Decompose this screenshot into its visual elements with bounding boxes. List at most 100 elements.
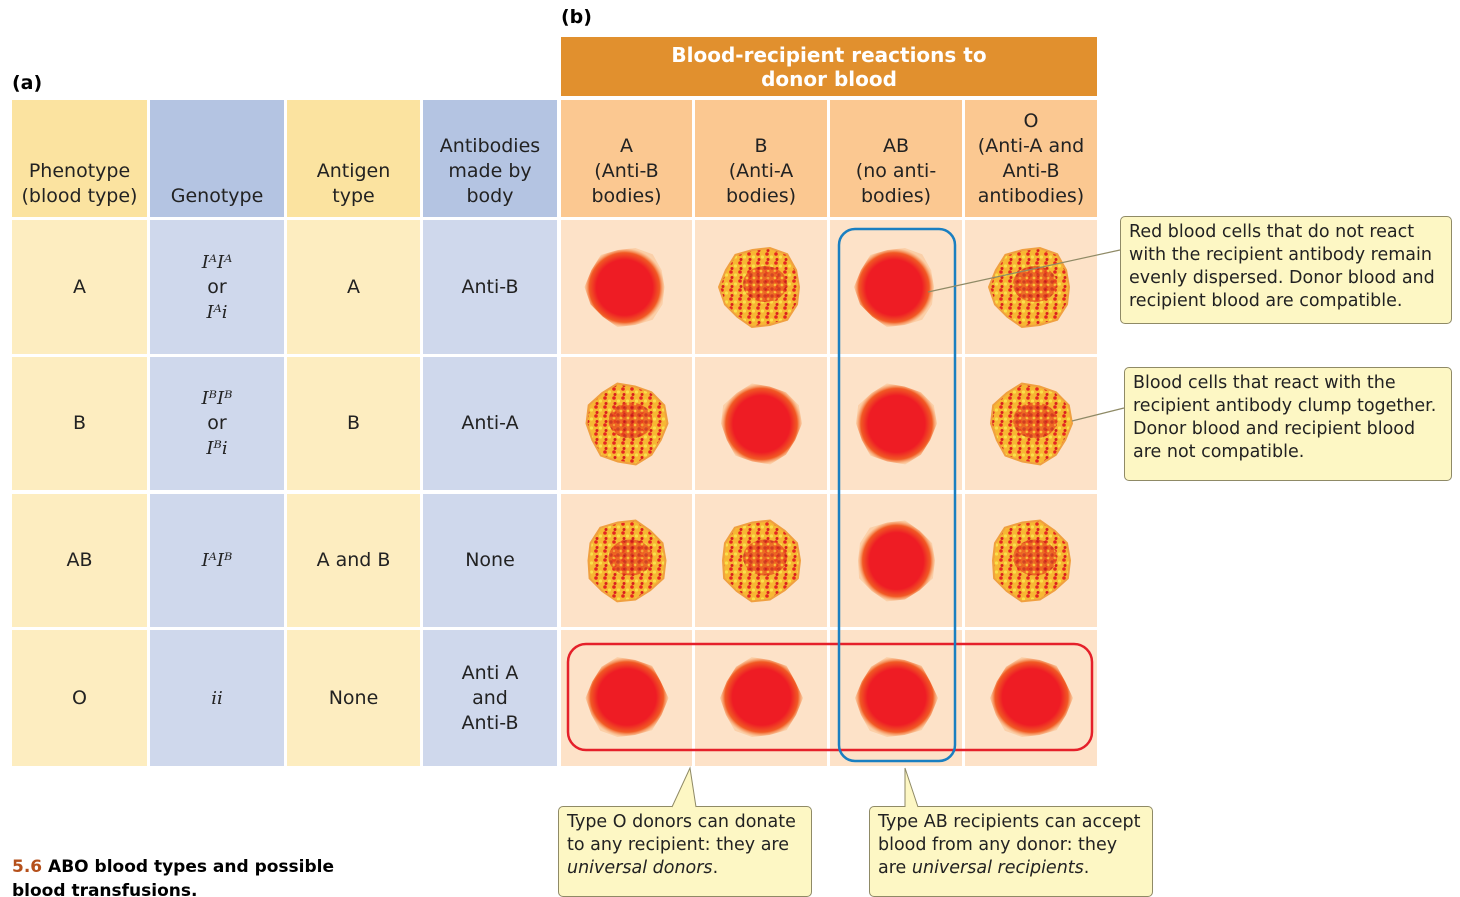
clump-core <box>608 539 653 576</box>
antigen: A <box>347 275 360 298</box>
text-line: bodies) <box>591 185 662 207</box>
text-line: or <box>207 412 227 434</box>
text-line: Antibodies <box>439 135 541 157</box>
text-line: B <box>754 135 768 157</box>
clump-core <box>608 402 653 439</box>
dispersed-cells <box>584 248 665 327</box>
text-line: None <box>465 549 515 571</box>
callout-end: . <box>1083 858 1090 878</box>
text-line: Anti-B <box>461 275 519 298</box>
antigen: A and B <box>316 549 391 571</box>
panel-label: (a) <box>12 72 43 94</box>
pointer <box>927 249 1121 293</box>
table-cell: A (Anti-B bodies) <box>561 100 692 217</box>
callout: Blood cells that react with the recipien… <box>1124 367 1452 481</box>
highlight-row <box>566 642 1094 752</box>
table-cell: Antibodies made by body <box>423 100 557 217</box>
text-line: Blood-recipient reactions to <box>671 42 987 67</box>
text-line: Antigen <box>316 160 391 182</box>
text-line: Anti-B <box>1002 160 1060 182</box>
table-cell: AB <box>12 494 147 627</box>
panel-label: (b) <box>561 6 592 28</box>
text-line: Genotype <box>170 185 264 207</box>
pointer <box>904 767 919 808</box>
callout: Type AB recipients can accept blood from… <box>869 806 1153 897</box>
dispersed-cells <box>856 383 937 465</box>
callout-end: . <box>712 858 719 878</box>
callout-text: Type O donors can donate to any recipien… <box>567 812 796 855</box>
antigen: B <box>346 412 361 434</box>
text-line: body <box>466 185 514 207</box>
text-line: A <box>620 135 633 157</box>
text-line: ii <box>211 687 223 709</box>
text-line: (Anti-B <box>594 160 659 182</box>
callout-text: Type AB recipients can accept blood from… <box>878 812 1141 878</box>
text-line: (Anti-A <box>728 160 794 182</box>
text-line: made by <box>448 160 532 182</box>
dispersed-cells <box>855 657 938 737</box>
phenotype: AB <box>66 549 93 571</box>
text-line: Anti-B <box>461 711 519 734</box>
text-line: bodies) <box>860 185 932 207</box>
table-cell: None <box>423 494 557 627</box>
highlight-column <box>837 227 957 763</box>
dispersed-cells <box>585 657 669 737</box>
table-cell: IᴬIᴮ <box>150 494 284 627</box>
text-line: Anti A <box>461 661 519 684</box>
table-cell: A <box>12 220 147 354</box>
text-line: bodies) <box>725 185 797 207</box>
text-line: IᴬIᴬ <box>201 251 233 273</box>
table-cell: O (Anti-A and Anti-B antibodies) <box>965 100 1097 217</box>
callout-emphasis: universal donors <box>567 858 713 878</box>
table-cell: Phenotype (blood type) <box>12 100 147 217</box>
text-line: donor blood <box>761 66 897 91</box>
text-line: antibodies) <box>977 185 1085 207</box>
table-cell: B <box>12 357 147 490</box>
callout-text: Red blood cells that do not react with t… <box>1129 222 1435 311</box>
text-line: type <box>332 185 375 207</box>
dispersed-cells <box>720 657 803 737</box>
panel-title: Blood-recipient reactions to donor blood <box>561 37 1097 96</box>
callout-emphasis: universal recipients <box>911 858 1084 878</box>
text-line: IᴮIᴮ <box>201 388 233 409</box>
antigen: None <box>328 686 379 709</box>
dispersed-cells <box>854 248 934 327</box>
callout: Type O donors can donate to any recipien… <box>558 806 812 897</box>
text-line: AB <box>882 135 910 157</box>
text-line: (Anti-A and <box>977 135 1085 157</box>
table-cell: Anti-B <box>423 220 557 354</box>
dispersed-cells <box>990 657 1073 737</box>
table-cell: B (Anti-A bodies) <box>695 100 827 217</box>
text-line: O <box>1023 110 1039 132</box>
clump-core <box>1013 266 1057 302</box>
clump-core <box>1013 402 1057 439</box>
table-cell: B <box>287 357 420 490</box>
table-cell: AB (no anti-bodies) <box>830 100 962 217</box>
text-line: (no anti- <box>855 160 937 182</box>
caption-title: ABO blood types and possible blood trans… <box>12 857 335 897</box>
table-cell: Genotype <box>150 100 284 217</box>
table-cell: IᴬIᴬ or Iᴬi <box>150 220 284 354</box>
text-line: Anti-A <box>461 412 519 434</box>
table-cell: Anti-A <box>423 357 557 490</box>
table-cell: ii <box>150 630 284 766</box>
callout-text: Blood cells that react with the recipien… <box>1133 373 1437 462</box>
clump-core <box>743 539 787 576</box>
phenotype: O <box>72 686 87 709</box>
text-line: Phenotype <box>28 160 131 182</box>
table-cell: A <box>287 220 420 354</box>
clump-core <box>743 266 787 302</box>
table-cell: A and B <box>287 494 420 627</box>
text-line: IᴬIᴮ <box>201 550 233 571</box>
text-line: Iᴮi <box>206 438 228 459</box>
callout: Red blood cells that do not react with t… <box>1120 216 1452 324</box>
clump-core <box>1013 539 1057 576</box>
dispersed-cells <box>858 520 935 602</box>
phenotype: B <box>72 412 87 434</box>
text-line: or <box>207 275 227 298</box>
dispersed-cells <box>721 383 802 465</box>
caption: 5.6 ABO blood types and possible blood t… <box>12 855 372 897</box>
